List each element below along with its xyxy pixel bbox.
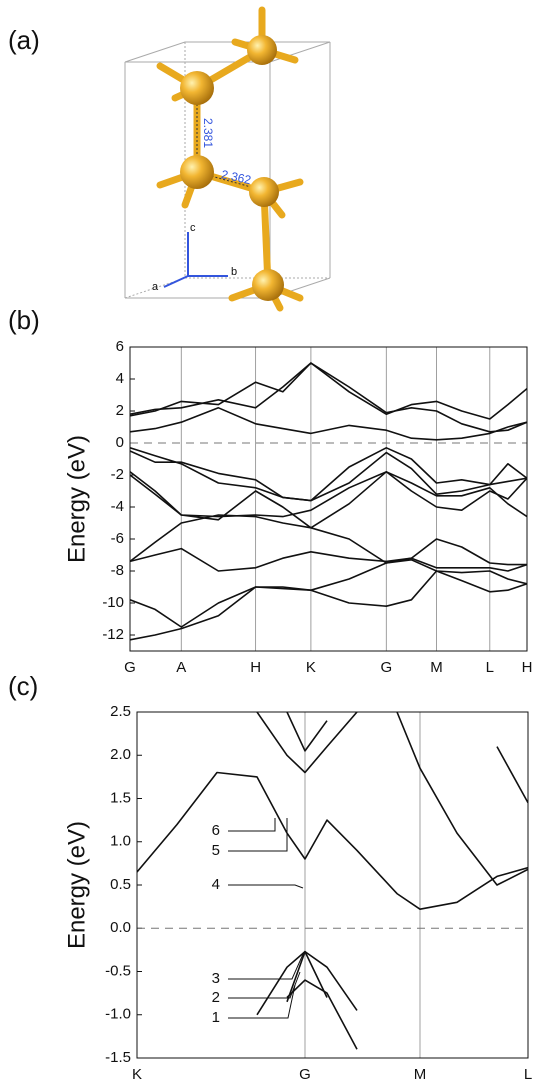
axis-name: a <box>152 281 159 293</box>
y-axis-label: Energy (eV) <box>63 821 90 949</box>
x-tick-label: G <box>380 659 392 676</box>
y-tick-label: 6 <box>116 338 124 355</box>
x-tick-label: A <box>176 659 186 676</box>
band-annotation: 2 <box>212 989 220 1006</box>
y-tick-label: 2 <box>116 402 124 419</box>
annotation-arrow <box>228 818 275 831</box>
y-tick-label: 0 <box>116 434 124 451</box>
bonds <box>160 10 300 308</box>
x-tick-label: H <box>250 659 261 676</box>
lattice-axes <box>164 232 228 287</box>
band-line <box>287 980 357 1049</box>
y-tick-label: -1.5 <box>105 1049 131 1066</box>
x-tick-label: M <box>414 1066 427 1083</box>
band-annotation: 3 <box>212 970 220 987</box>
annotation-arrow <box>228 818 287 851</box>
y-tick-label: 2.0 <box>110 746 131 763</box>
y-tick-label: -2 <box>111 466 124 483</box>
panel-label: (c) <box>8 671 38 701</box>
y-tick-label: -4 <box>111 498 124 515</box>
y-tick-label: -10 <box>102 594 124 611</box>
x-tick-label: L <box>486 659 494 676</box>
band-annotation: 6 <box>212 822 220 839</box>
y-tick-label: -0.5 <box>105 962 131 979</box>
x-tick-label: H <box>522 659 533 676</box>
y-tick-label: -12 <box>102 626 124 643</box>
band-line <box>130 472 527 517</box>
y-tick-label: 4 <box>116 370 124 387</box>
panel-label: (a) <box>8 25 40 55</box>
bond-length: 2.381 <box>201 118 215 148</box>
band-line <box>130 549 527 571</box>
plot-frame <box>137 712 528 1058</box>
band-line <box>287 712 327 751</box>
y-tick-label: 1.5 <box>110 789 131 806</box>
x-tick-label: L <box>524 1066 532 1083</box>
band-line <box>257 952 357 1015</box>
x-tick-label: K <box>132 1066 142 1083</box>
band-line <box>397 712 528 885</box>
band-line <box>130 363 527 419</box>
annotation-arrow <box>228 885 303 888</box>
band-annotation: 1 <box>212 1009 220 1026</box>
y-tick-label: -1.0 <box>105 1006 131 1023</box>
bands <box>130 363 527 640</box>
y-tick-label: 1.0 <box>110 833 131 850</box>
band-line <box>257 712 357 773</box>
axis-name: b <box>231 266 237 278</box>
y-axis-label: Energy (eV) <box>63 435 90 563</box>
band-line <box>130 363 527 432</box>
band-annotation: 5 <box>212 842 220 859</box>
y-tick-label: 2.5 <box>110 703 131 720</box>
y-tick-label: -6 <box>111 530 124 547</box>
x-tick-label: G <box>124 659 136 676</box>
band-line <box>130 560 527 627</box>
bond-length: 2.362 <box>220 167 253 187</box>
y-tick-label: -8 <box>111 562 124 579</box>
band-line <box>130 571 527 640</box>
band-line <box>137 773 528 910</box>
axis-name: c <box>190 222 196 234</box>
y-tick-label: 0.5 <box>110 876 131 893</box>
band-line <box>130 515 527 565</box>
band-line <box>130 451 527 501</box>
y-tick-label: 0.0 <box>110 919 131 936</box>
band-line <box>497 747 528 803</box>
annotation-arrow <box>228 952 304 979</box>
x-tick-label: M <box>430 659 443 676</box>
panel-label: (b) <box>8 305 40 335</box>
x-tick-label: K <box>306 659 316 676</box>
figure: (a) (b) (c) 2.381 2.362 a b c G A H K G M L H 6 4… <box>0 0 540 1086</box>
annotation-arrow <box>228 985 295 1018</box>
x-tick-label: G <box>299 1066 311 1083</box>
band-annotation: 4 <box>212 876 220 893</box>
bands <box>137 712 528 1049</box>
